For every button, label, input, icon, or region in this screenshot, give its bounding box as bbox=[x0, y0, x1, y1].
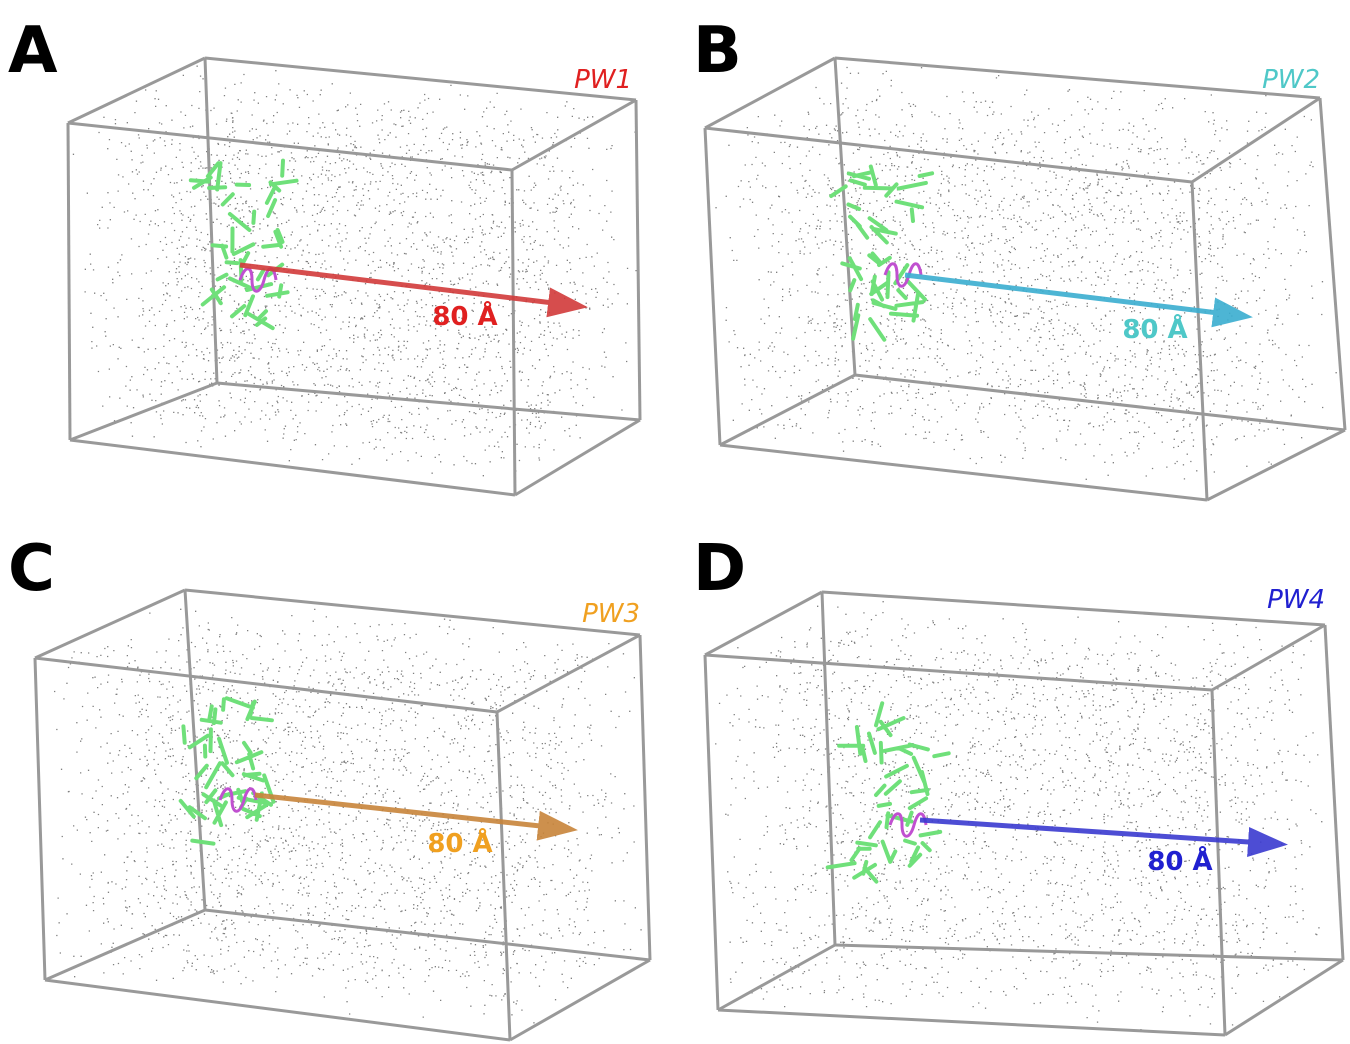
box-edge bbox=[1192, 182, 1207, 500]
box-edge bbox=[1212, 625, 1325, 690]
box-edge bbox=[1320, 98, 1345, 430]
box-edge bbox=[35, 590, 185, 658]
panel-letter: A bbox=[8, 14, 58, 88]
box-edge bbox=[705, 128, 720, 445]
box-edge bbox=[822, 592, 1325, 625]
box-edge bbox=[705, 655, 1212, 690]
box-edge bbox=[640, 635, 650, 960]
box-edge bbox=[185, 590, 640, 635]
box-edge bbox=[1212, 690, 1225, 1035]
box-edge bbox=[1207, 430, 1345, 500]
distance-label: 80 Å bbox=[1147, 845, 1212, 877]
pulling-arrow bbox=[905, 275, 1243, 316]
figure: A PW1 80 Å B PW2 80 Å C PW3 80 Å D PW4 80 Å bbox=[0, 0, 1350, 1044]
box-edge bbox=[1225, 960, 1343, 1035]
panel-letter: D bbox=[693, 532, 746, 606]
box-edge bbox=[510, 960, 650, 1040]
panel-letter: C bbox=[8, 532, 55, 606]
box-edge bbox=[70, 383, 217, 440]
box-edge bbox=[70, 440, 515, 495]
box-edge bbox=[497, 712, 510, 1040]
page: APW180 ÅBPW280 ÅCPW380 ÅDPW480 Å (() => … bbox=[0, 0, 1350, 1044]
pathway-name: PW1 bbox=[574, 65, 632, 95]
water-dots bbox=[715, 602, 1329, 1030]
pathway-name: PW2 bbox=[1262, 65, 1320, 95]
panel: A PW1 80 Å bbox=[8, 14, 640, 495]
rna-molecule bbox=[191, 161, 297, 329]
distance-label: 80 Å bbox=[427, 827, 492, 859]
box-edge bbox=[497, 635, 640, 712]
box-edge bbox=[205, 58, 636, 100]
box-edge bbox=[512, 170, 515, 495]
box-edge bbox=[1192, 98, 1320, 182]
panel: C PW3 80 Å bbox=[8, 532, 650, 1040]
box-edge bbox=[68, 123, 70, 440]
panel-letter: B bbox=[693, 14, 742, 88]
box-edge bbox=[705, 655, 718, 1010]
box-edge bbox=[45, 910, 205, 980]
box-edge bbox=[822, 592, 835, 945]
box-edge bbox=[1325, 625, 1343, 960]
box-edge bbox=[718, 945, 835, 1010]
box-edge bbox=[68, 58, 205, 123]
rna-molecule bbox=[828, 703, 949, 881]
box-edge bbox=[515, 420, 640, 495]
box-edge bbox=[718, 1010, 1225, 1035]
distance-label: 80 Å bbox=[1122, 313, 1187, 345]
pathway-name: PW4 bbox=[1267, 585, 1325, 615]
box-edge bbox=[68, 123, 512, 170]
distance-label: 80 Å bbox=[432, 300, 497, 332]
box-edge bbox=[35, 658, 45, 980]
box-edge bbox=[835, 58, 1320, 98]
pulling-arrow bbox=[255, 795, 568, 829]
box-edge bbox=[705, 128, 1192, 182]
water-dots bbox=[73, 66, 637, 476]
box-edge bbox=[217, 383, 640, 420]
box-edge bbox=[205, 58, 217, 383]
box-edge bbox=[720, 375, 855, 445]
box-edge bbox=[835, 945, 1343, 960]
box-edge bbox=[855, 375, 1345, 430]
box-edge bbox=[45, 980, 510, 1040]
box-edge bbox=[205, 910, 650, 960]
box-edge bbox=[636, 100, 640, 420]
pathway-name: PW3 bbox=[582, 599, 640, 629]
box-edge bbox=[35, 658, 497, 712]
panel: B PW2 80 Å bbox=[693, 14, 1345, 500]
box-edge bbox=[512, 100, 636, 170]
panel: D PW4 80 Å bbox=[693, 532, 1343, 1035]
